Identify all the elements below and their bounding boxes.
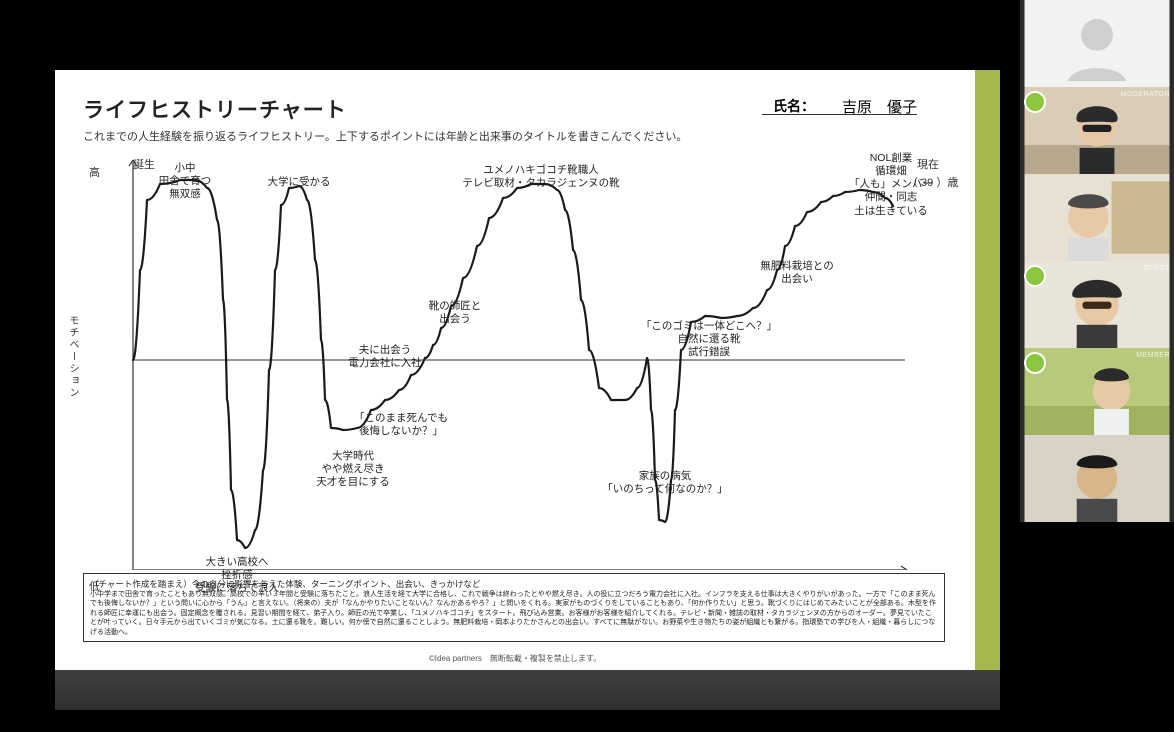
participant-column: MODERATOR GUEST MEMBER	[1020, 0, 1174, 732]
life-history-chart: 小中 田舎で育つ 無双感大学に受かるユメノハキゴコチ靴職人 テレビ取材・タカラジ…	[85, 150, 940, 570]
notes-body: 小中学まで田舎で育ったこともあり無双感。高校での辛い３年間と受験に落ちたこと。浪…	[90, 590, 938, 637]
notes-heading: （チャート作成を踏まえ）今の自分に影響を与えた体験、ターニングポイント、出会い、…	[90, 578, 938, 590]
participant-role-label: MODERATOR	[1121, 91, 1170, 98]
name-label: 氏名：	[773, 96, 815, 116]
slide[interactable]: ライフヒストリーチャート 氏名： 吉原 優子 これまでの人生経験を振り返るライフ…	[55, 70, 975, 670]
chart-svg	[85, 150, 940, 570]
participant-tile[interactable]	[1020, 435, 1174, 522]
participant-tile[interactable]: MEMBER	[1020, 348, 1174, 435]
copyright: ©Idea partners 無断転載・複製を禁止します。	[55, 653, 975, 664]
axes	[129, 160, 907, 570]
notes-box: （チャート作成を踏まえ）今の自分に影響を与えた体験、ターニングポイント、出会い、…	[83, 573, 945, 642]
participant-role-label: GUEST	[1143, 265, 1170, 272]
participant-tile[interactable]: GUEST	[1020, 261, 1174, 348]
name-underline	[762, 114, 917, 115]
participant-tile[interactable]	[1020, 0, 1174, 87]
participant-role-label: MEMBER	[1136, 352, 1170, 359]
shared-screen-area: ライフヒストリーチャート 氏名： 吉原 優子 これまでの人生経験を振り返るライフ…	[0, 0, 1020, 732]
slide-title: ライフヒストリーチャート	[83, 94, 347, 124]
life-curve	[133, 180, 893, 548]
participant-tile[interactable]	[1020, 174, 1174, 261]
participant-badge-icon	[1024, 352, 1046, 374]
participant-tile[interactable]: MODERATOR	[1020, 87, 1174, 174]
slide-outer: ライフヒストリーチャート 氏名： 吉原 優子 これまでの人生経験を振り返るライフ…	[55, 70, 1000, 670]
zoom-window: ライフヒストリーチャート 氏名： 吉原 優子 これまでの人生経験を振り返るライフ…	[0, 0, 1174, 732]
desktop-strip	[55, 670, 1000, 710]
y-axis-label: モチベーション	[65, 315, 80, 399]
participant-badge-icon	[1024, 265, 1046, 287]
participant-badge-icon	[1024, 91, 1046, 113]
slide-subtitle: これまでの人生経験を振り返るライフヒストリー。上下するポイントには年齢と出来事の…	[83, 128, 687, 144]
